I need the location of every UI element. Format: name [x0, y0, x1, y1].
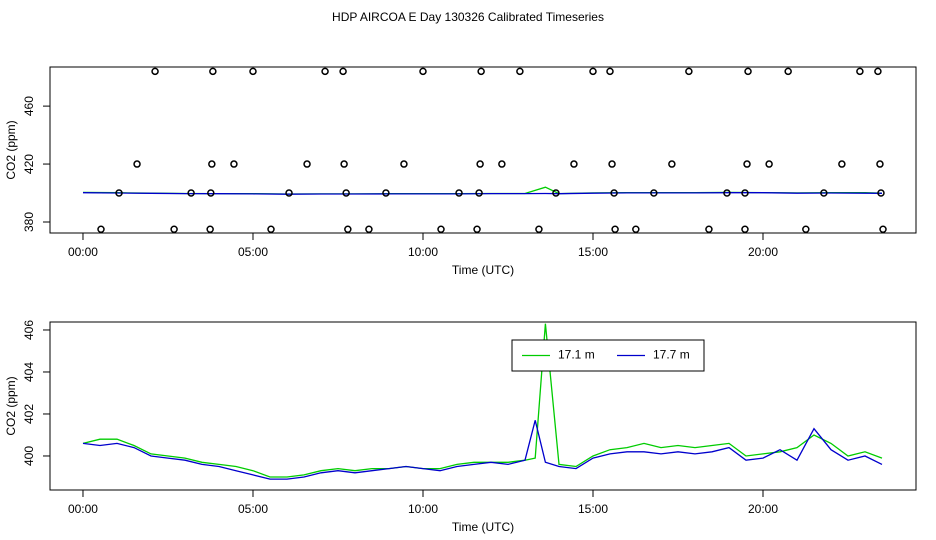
x-axis-label: Time (UTC): [452, 520, 514, 534]
plot-frame: [49, 66, 917, 234]
calibration-point: [838, 160, 846, 168]
x-tick-label: 10:00: [408, 502, 438, 516]
calibration-point: [498, 160, 506, 168]
page-title: HDP AIRCOA E Day 130326 Calibrated Times…: [332, 10, 604, 24]
calibration-point: [209, 67, 217, 76]
y-tick-label: 380: [22, 212, 36, 232]
x-tick-label: 05:00: [238, 245, 268, 259]
y-tick-label: 404: [22, 362, 36, 382]
calibration-point: [668, 160, 676, 168]
calibration-point: [115, 189, 123, 197]
calibration-point: [650, 189, 658, 197]
x-tick-label: 10:00: [408, 245, 438, 259]
y-tick-label: 406: [22, 320, 36, 340]
calibration-point: [516, 67, 524, 76]
series-line: [82, 420, 883, 480]
calibration-point: [187, 189, 195, 197]
calibration-point: [784, 67, 792, 76]
calibration-point: [455, 189, 463, 197]
calibration-point: [339, 67, 347, 76]
calibration-point: [207, 189, 215, 197]
calibration-point: [611, 225, 619, 233]
y-axis-label: CO2 (ppm): [4, 376, 18, 435]
calibration-point: [133, 160, 141, 168]
x-tick-label: 15:00: [578, 245, 608, 259]
calibration-point: [477, 67, 485, 76]
calibration-point: [589, 67, 597, 76]
x-tick-label: 05:00: [238, 502, 268, 516]
calibration-point: [765, 160, 773, 168]
calibration-point: [285, 189, 293, 197]
calibration-point: [400, 160, 408, 168]
calibration-point: [208, 160, 216, 168]
calibration-point: [382, 189, 390, 197]
calibration-point: [876, 160, 884, 168]
calibration-point: [570, 160, 578, 168]
calibration-point: [419, 67, 427, 76]
series-line: [82, 323, 883, 478]
calibration-point: [476, 160, 484, 168]
calibration-point: [705, 225, 713, 233]
calibration-point: [303, 160, 311, 168]
x-tick-label: 20:00: [748, 502, 778, 516]
calibration-point: [820, 189, 828, 197]
calibration-point: [340, 160, 348, 168]
calibration-point: [744, 67, 752, 76]
legend-label: 17.1 m: [558, 348, 595, 362]
legend-label: 17.7 m: [653, 348, 690, 362]
calibration-point: [267, 225, 275, 233]
calibration-point: [230, 160, 238, 168]
series-line: [82, 192, 883, 195]
y-tick-label: 402: [22, 404, 36, 424]
x-tick-label: 15:00: [578, 502, 608, 516]
calibration-point: [874, 67, 882, 76]
x-axis-label: Time (UTC): [452, 263, 514, 277]
x-tick-label: 20:00: [748, 245, 778, 259]
x-tick-label: 00:00: [68, 502, 98, 516]
calibration-point: [741, 225, 749, 233]
calibration-point: [723, 189, 731, 197]
calibration-point: [344, 225, 352, 233]
calibration-point: [610, 189, 618, 197]
calibration-point: [608, 160, 616, 168]
calibration-point: [170, 225, 178, 233]
x-tick-label: 00:00: [68, 245, 98, 259]
calibration-point: [877, 189, 885, 197]
calibration-point: [437, 225, 445, 233]
calibration-point: [856, 67, 864, 76]
calibration-point: [632, 225, 640, 233]
calibration-point: [606, 67, 614, 76]
calibration-point: [249, 67, 257, 76]
legend-box: [511, 339, 705, 372]
calibration-point: [206, 225, 214, 233]
calibration-point: [342, 189, 350, 197]
y-axis-label: CO2 (ppm): [4, 120, 18, 179]
calibration-point: [473, 225, 481, 233]
calibration-point: [321, 67, 329, 76]
calibration-point: [685, 67, 693, 76]
calibration-point: [365, 225, 373, 233]
plot-frame: [49, 321, 917, 491]
calibration-point: [879, 225, 887, 233]
calibration-point: [552, 189, 560, 197]
y-tick-label: 460: [22, 96, 36, 116]
calibration-point: [151, 67, 159, 76]
calibration-point: [97, 225, 105, 233]
calibration-point: [475, 189, 483, 197]
calibration-point: [535, 225, 543, 233]
calibration-point: [741, 189, 749, 197]
calibration-point: [802, 225, 810, 233]
calibration-point: [743, 160, 751, 168]
y-tick-label: 400: [22, 446, 36, 466]
y-tick-label: 420: [22, 154, 36, 174]
